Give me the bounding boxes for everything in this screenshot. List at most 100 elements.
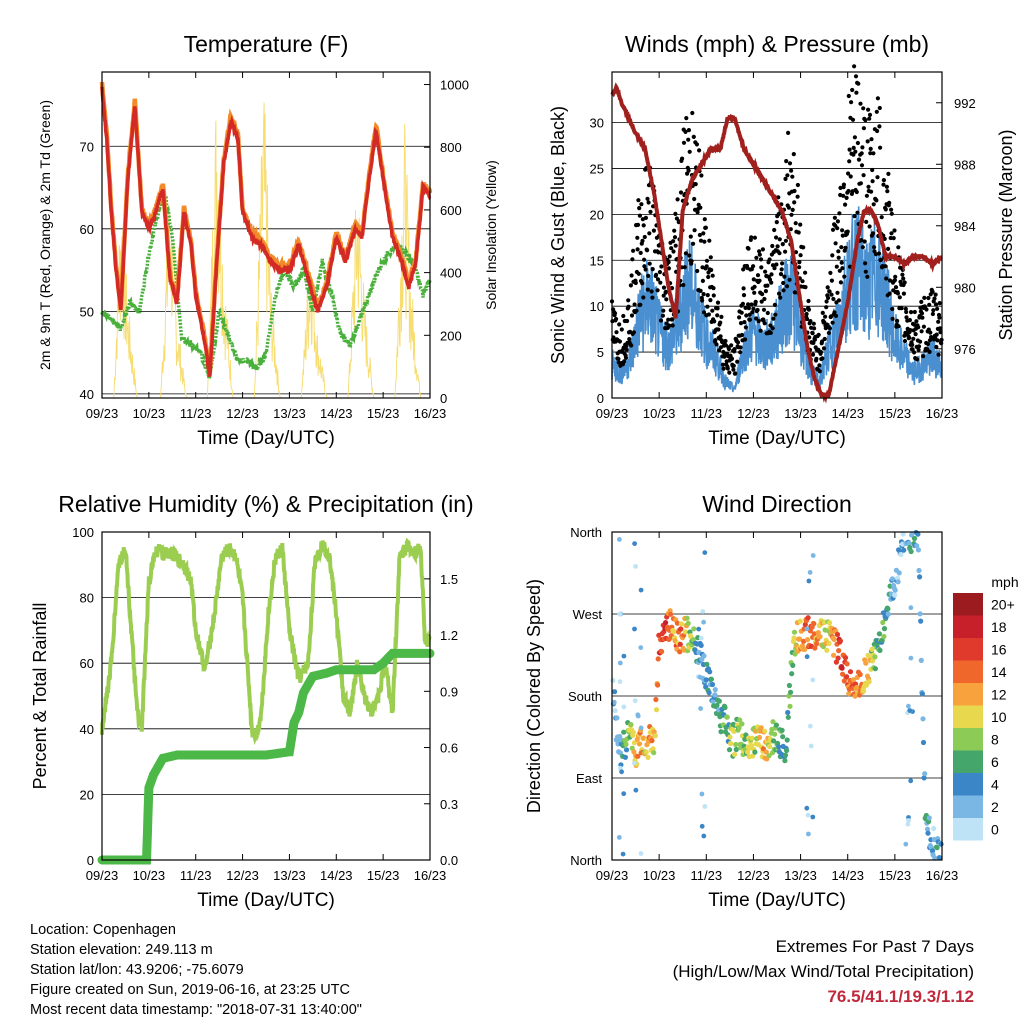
gust-point xyxy=(881,178,887,183)
direction-point xyxy=(908,655,914,661)
direction-point xyxy=(844,674,850,680)
gust-point xyxy=(936,319,941,324)
direction-point xyxy=(714,702,720,708)
gust-point xyxy=(875,175,880,180)
direction-point xyxy=(677,649,683,655)
panel4-xtick-label: 16/23 xyxy=(926,868,959,883)
gust-point xyxy=(687,253,692,258)
gust-point xyxy=(717,348,722,353)
gust-point xyxy=(639,202,644,207)
direction-point xyxy=(623,747,630,753)
legend-swatch xyxy=(953,638,983,661)
direction-point xyxy=(638,645,644,650)
direction-point xyxy=(926,815,932,821)
gust-point xyxy=(743,325,749,330)
panel2-xlabel: Time (Day/UTC) xyxy=(708,428,846,449)
gust-point xyxy=(624,347,629,352)
gust-point xyxy=(702,217,707,222)
direction-point xyxy=(758,725,764,731)
gust-point xyxy=(915,357,920,362)
panel3-xtick-label: 09/23 xyxy=(86,868,119,883)
gust-point xyxy=(793,250,799,255)
gust-point xyxy=(712,319,717,324)
gust-point xyxy=(655,288,660,293)
gust-point xyxy=(935,306,940,311)
direction-point xyxy=(620,851,626,857)
gust-point xyxy=(723,338,728,344)
gust-point xyxy=(901,276,906,281)
direction-point xyxy=(892,592,898,598)
gust-point xyxy=(851,145,856,150)
gust-point xyxy=(893,274,898,279)
panel4-ytick-label: West xyxy=(573,607,603,622)
gust-point xyxy=(635,247,640,252)
direction-point xyxy=(857,671,863,678)
gust-point xyxy=(624,344,629,349)
gust-point xyxy=(920,315,925,320)
direction-point xyxy=(773,722,780,728)
gust-point xyxy=(755,307,760,313)
series-dewpoint-2m xyxy=(100,188,432,386)
gust-point xyxy=(919,299,924,304)
gust-point xyxy=(889,211,894,216)
direction-point xyxy=(930,848,936,854)
series-sonic-wind xyxy=(611,206,943,393)
direction-point xyxy=(909,532,915,538)
gust-point xyxy=(839,245,844,250)
direction-point xyxy=(636,741,643,747)
panel4-xlabel: Time (Day/UTC) xyxy=(708,890,846,911)
gust-point xyxy=(771,316,776,321)
gust-point xyxy=(661,285,667,290)
gust-point xyxy=(763,289,769,294)
direction-point xyxy=(691,626,697,632)
direction-point xyxy=(826,640,832,647)
panel3-ytick-label: 100 xyxy=(72,525,94,540)
gust-point xyxy=(846,171,851,176)
gust-point xyxy=(916,347,921,352)
panel1-xtick-label: 10/23 xyxy=(133,406,166,421)
gust-point xyxy=(629,273,634,278)
panel1-y2tick-label: 1000 xyxy=(440,78,469,93)
gust-point xyxy=(864,219,869,224)
gust-point xyxy=(645,287,650,292)
panel4-xtick-label: 13/23 xyxy=(784,868,817,883)
gust-point xyxy=(856,81,861,86)
gust-point xyxy=(754,255,759,260)
direction-point xyxy=(920,739,927,746)
direction-point xyxy=(817,634,823,640)
gust-point xyxy=(768,323,773,328)
gust-point xyxy=(632,302,637,307)
gust-point xyxy=(927,349,932,354)
gust-point xyxy=(687,149,692,154)
panel1-xtick-label: 13/23 xyxy=(273,406,306,421)
gust-point xyxy=(916,344,922,349)
direction-point xyxy=(678,621,685,627)
gust-point xyxy=(872,245,877,250)
gust-point xyxy=(709,267,714,273)
gust-point xyxy=(731,363,736,368)
panel1-y2tick-label: 0 xyxy=(440,391,447,406)
direction-point xyxy=(784,737,790,743)
gust-point xyxy=(619,327,624,332)
gust-point xyxy=(796,230,801,235)
gust-point xyxy=(708,255,713,260)
gust-point xyxy=(627,337,632,342)
gust-point xyxy=(830,320,835,325)
direction-point xyxy=(881,626,888,632)
direction-point xyxy=(732,751,738,758)
direction-point xyxy=(846,691,852,697)
gust-point xyxy=(628,283,634,288)
gust-point xyxy=(629,313,635,318)
direction-point xyxy=(907,708,913,713)
panel4-xtick-label: 10/23 xyxy=(643,868,676,883)
gust-point xyxy=(626,304,631,309)
direction-point xyxy=(696,626,702,632)
direction-point xyxy=(716,698,722,704)
direction-point xyxy=(655,656,661,662)
legend-label: 6 xyxy=(991,754,999,770)
panel3-ytick-label: 60 xyxy=(80,656,94,671)
gust-point xyxy=(689,259,694,264)
direction-point xyxy=(810,677,816,683)
gust-point xyxy=(856,157,862,162)
direction-point xyxy=(635,753,641,759)
